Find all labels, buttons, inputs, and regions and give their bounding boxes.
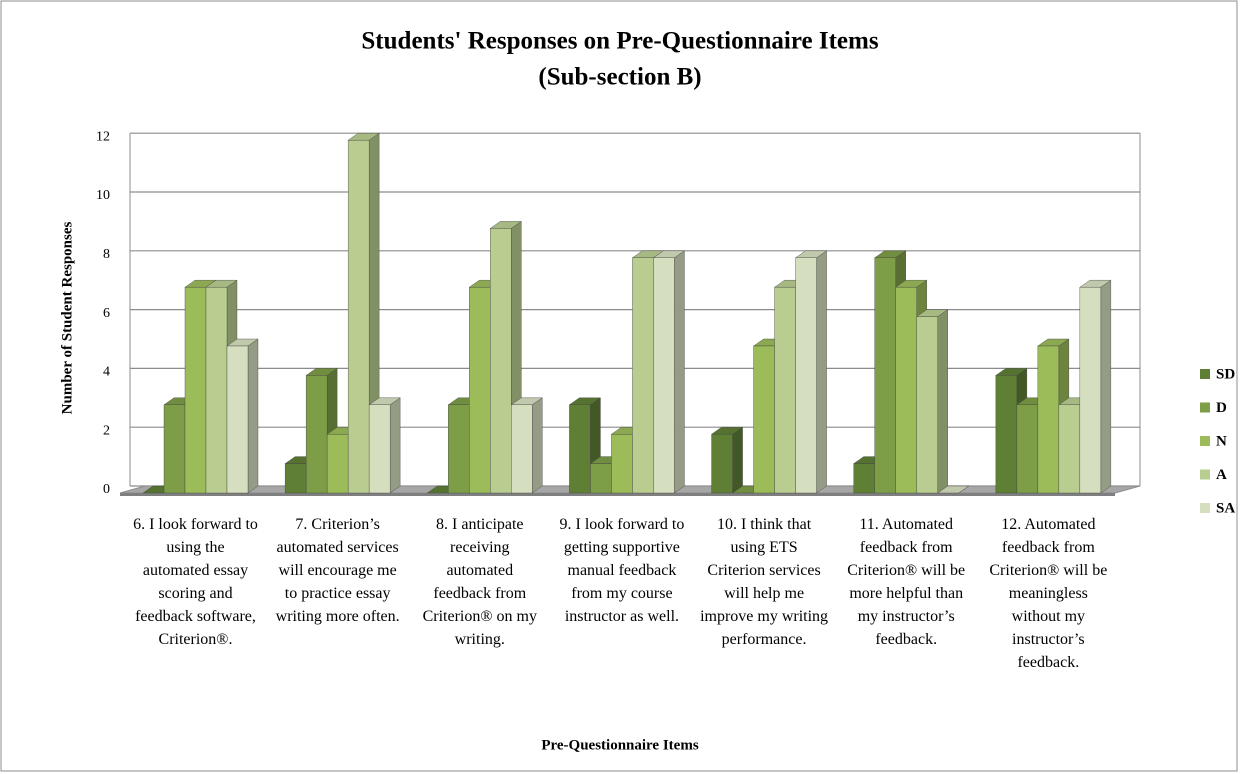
bar — [569, 404, 591, 494]
bar — [611, 434, 633, 494]
bar — [774, 287, 796, 494]
y-tick-label: 6 — [103, 306, 110, 321]
legend-swatch — [1200, 402, 1210, 413]
bar — [795, 257, 817, 494]
legend-label: SD — [1216, 366, 1235, 382]
bar — [347, 139, 370, 494]
bar — [226, 345, 249, 494]
y-tick-label: 8 — [103, 247, 110, 262]
bar — [469, 287, 491, 494]
bar — [368, 404, 391, 494]
bar — [184, 287, 207, 494]
y-tick-label: 2 — [103, 423, 110, 438]
bar-side — [247, 338, 259, 494]
bar — [1079, 287, 1102, 494]
bar — [448, 404, 470, 494]
x-axis-label: Pre-Questionnaire Items — [541, 737, 699, 753]
bar — [632, 257, 654, 494]
bar — [163, 404, 186, 494]
bar — [305, 375, 328, 494]
bar — [590, 463, 612, 494]
legend-label: N — [1216, 433, 1227, 449]
bar — [711, 434, 733, 494]
legend-label: SA — [1216, 500, 1235, 516]
bar — [995, 375, 1018, 494]
bar-side — [816, 250, 827, 494]
bar-side — [532, 397, 543, 494]
bar — [1037, 345, 1060, 494]
bar — [326, 434, 349, 494]
bar — [874, 257, 896, 494]
bar-side — [1100, 279, 1112, 494]
chart-title: Students' Responses on Pre-Questionnaire… — [361, 28, 878, 55]
y-tick-label: 0 — [103, 482, 110, 497]
y-tick-label: 10 — [96, 188, 110, 203]
bar — [284, 463, 307, 494]
chart-subtitle: (Sub-section B) — [538, 64, 701, 91]
x-tick-label: 11. Automated feedback from Criterion® w… — [847, 516, 966, 648]
x-tick-label: 8. I anticipate receiving automated feed… — [422, 516, 537, 648]
bar — [1058, 404, 1081, 494]
bar — [916, 316, 938, 494]
x-tick-label: 6. I look forward to using the automated… — [133, 516, 258, 648]
legend-label: A — [1216, 467, 1227, 483]
bar-side — [937, 309, 948, 494]
legend-swatch — [1200, 469, 1210, 480]
bar-top — [937, 485, 970, 494]
bar — [490, 228, 512, 494]
bar-side — [389, 397, 401, 494]
bar — [853, 463, 875, 494]
bar — [1016, 404, 1039, 494]
y-axis-label: Number of Student Responses — [59, 222, 75, 415]
x-tick-label: 9. I look forward to getting supportive … — [559, 516, 685, 625]
legend-swatch — [1200, 436, 1210, 446]
x-tick-label: 10. I think that using ETS Criterion ser… — [700, 516, 829, 648]
floor-edge — [120, 493, 1115, 496]
x-tick-label: 12. Automated feedback from Criterion® w… — [989, 516, 1108, 671]
legend-swatch — [1200, 503, 1210, 513]
y-tick-label: 12 — [96, 129, 110, 144]
legend-swatch — [1200, 369, 1210, 379]
bar — [511, 404, 533, 494]
bar-side — [732, 426, 743, 494]
x-tick-label: 7. Criterion’s automated services will e… — [275, 516, 400, 625]
bar — [205, 287, 228, 494]
y-tick-label: 4 — [103, 365, 110, 380]
bar — [653, 257, 675, 494]
bar — [753, 345, 775, 494]
bar — [895, 287, 917, 494]
legend-label: D — [1216, 400, 1227, 416]
bar-side — [674, 250, 685, 494]
